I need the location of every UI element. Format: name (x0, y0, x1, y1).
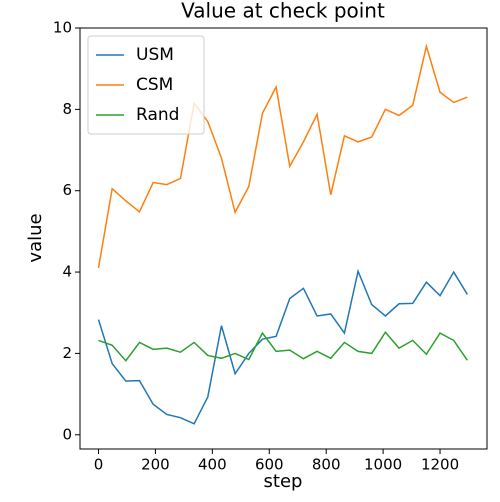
x-tick-label: 600 (255, 456, 284, 474)
line-series (97, 268, 469, 425)
legend-label: Rand (136, 105, 179, 125)
chart-title: Value at check point (181, 0, 385, 23)
y-tick-label: 6 (62, 181, 72, 199)
y-tick-label: 4 (62, 263, 72, 281)
y-tick-label: 2 (62, 344, 72, 362)
x-tick-label: 0 (94, 456, 104, 474)
x-tick-label: 800 (312, 456, 341, 474)
y-tick-label: 10 (53, 19, 72, 37)
line-series (98, 331, 468, 362)
y-tick-label: 8 (62, 100, 72, 118)
x-tick-label: 200 (141, 456, 170, 474)
y-tick-label: 0 (62, 425, 72, 443)
y-axis-label: value (25, 213, 46, 262)
x-tick-label: 1000 (364, 456, 402, 474)
x-tick-label: 400 (198, 456, 227, 474)
legend-label: CSM (136, 75, 173, 95)
line-series (97, 43, 468, 269)
legend-box (87, 35, 205, 135)
plot-frame (79, 27, 488, 450)
x-tick-label: 1200 (421, 456, 459, 474)
legend-label: USM (136, 45, 174, 65)
x-axis-label: step (264, 471, 303, 492)
